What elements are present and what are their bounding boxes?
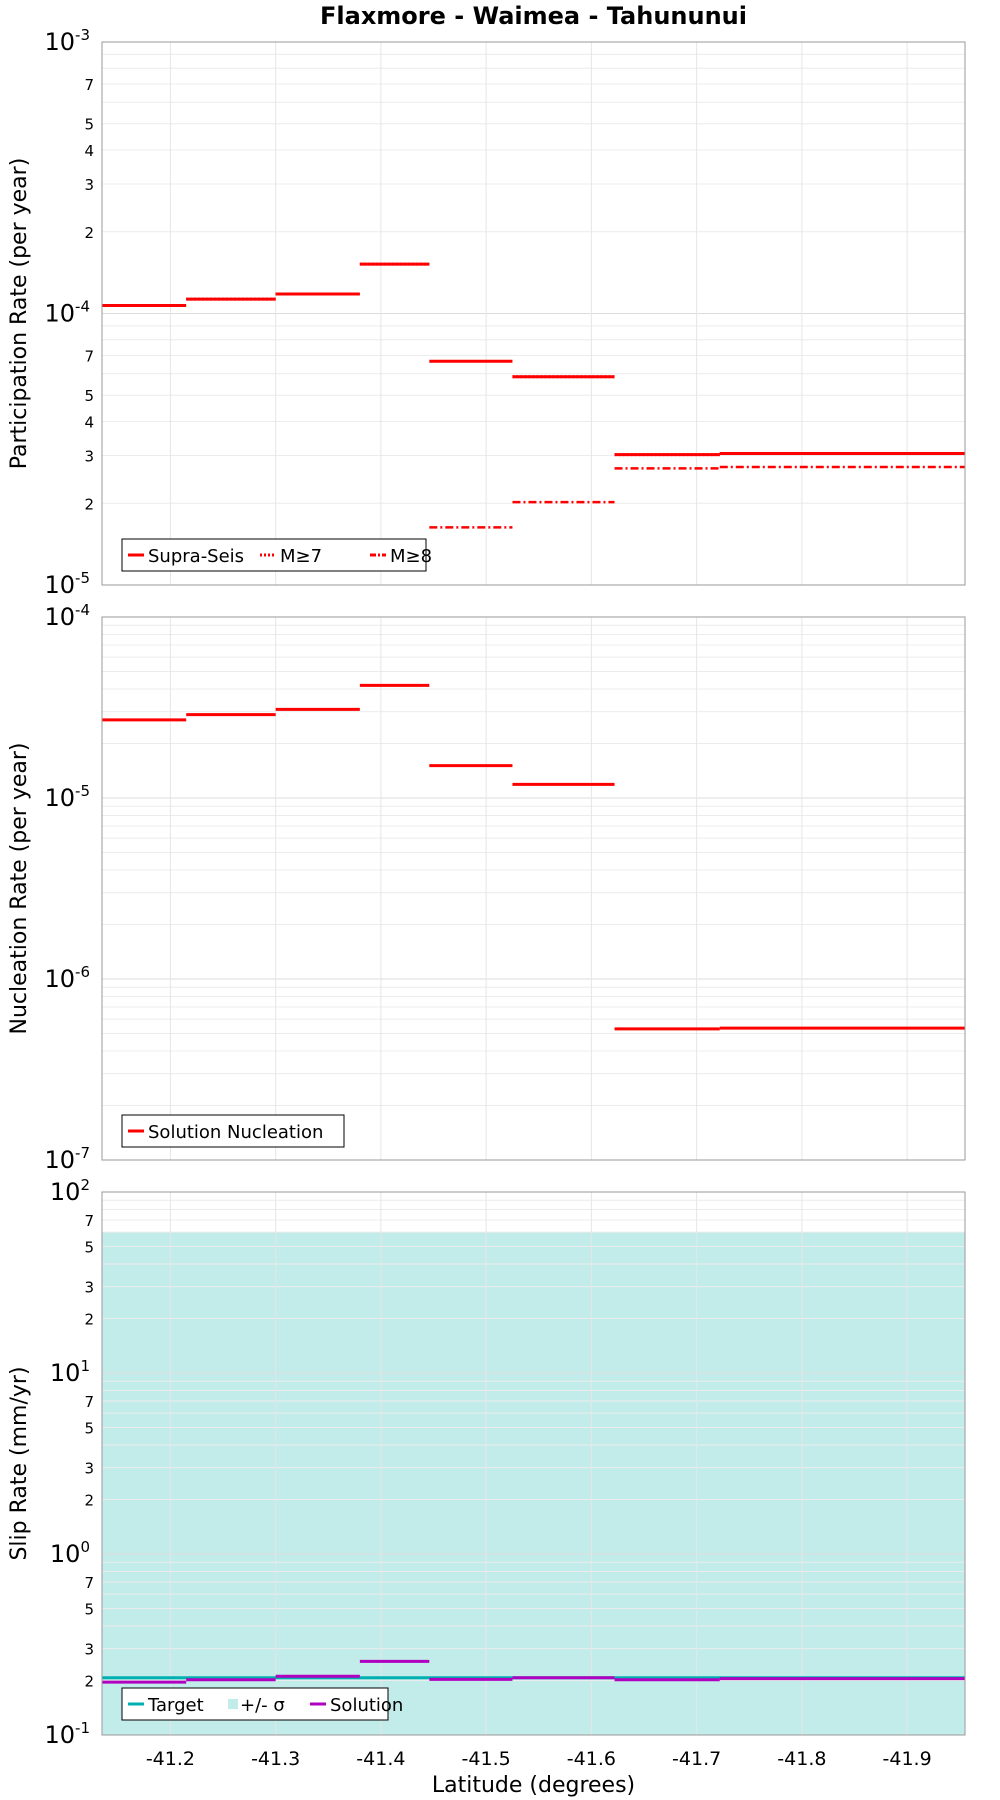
x-tick-label: -41.9 xyxy=(883,1748,932,1770)
y-minor-tick-label: 5 xyxy=(84,116,94,134)
legend-box xyxy=(121,1687,389,1721)
y-axis-label: Participation Rate (per year) xyxy=(7,158,32,470)
plot-frame xyxy=(101,41,966,586)
legend: Target +/- σ Solution xyxy=(121,1687,403,1721)
y-tick-base: 10 xyxy=(50,1178,81,1206)
sigma-band xyxy=(102,1232,965,1735)
y-tick-label: 10-5 xyxy=(44,569,90,599)
plot-area xyxy=(102,617,965,1160)
y-minor-tick-label: 7 xyxy=(84,1393,94,1411)
legend-label: M≥8 xyxy=(390,546,432,567)
legend-label: Supra-Seis xyxy=(148,546,244,567)
y-tick-base: 10 xyxy=(44,965,75,993)
y-tick-label: 100 xyxy=(50,1538,90,1568)
y-tick-exponent: -4 xyxy=(75,601,90,619)
y-minor-tick-label: 3 xyxy=(84,1460,94,1478)
y-minor-tick-label: 5 xyxy=(84,1419,94,1437)
y-tick-exponent: -3 xyxy=(75,26,90,44)
legend-label: M≥7 xyxy=(280,546,322,567)
x-tick-label: -41.8 xyxy=(777,1748,826,1770)
y-minor-tick-label: 2 xyxy=(84,495,94,513)
y-tick-base: 10 xyxy=(44,603,75,631)
plot-frame xyxy=(101,616,966,1161)
y-tick-base: 10 xyxy=(44,1146,75,1174)
y-tick-label: 101 xyxy=(50,1357,90,1387)
y-minor-tick-label: 2 xyxy=(84,1673,94,1691)
y-tick-base: 10 xyxy=(44,28,75,56)
y-tick-base: 10 xyxy=(44,571,75,599)
y-minor-tick-label: 5 xyxy=(84,1238,94,1256)
y-axis-label: Slip Rate (mm/yr) xyxy=(7,1366,32,1560)
y-minor-tick-label: 4 xyxy=(84,414,94,432)
legend-label: Solution xyxy=(330,1695,403,1716)
y-minor-tick-label: 5 xyxy=(84,387,94,405)
y-tick-base: 10 xyxy=(50,1359,81,1387)
legend-swatch xyxy=(228,1699,238,1709)
y-minor-tick-label: 7 xyxy=(84,76,94,94)
y-tick-exponent: 2 xyxy=(80,1176,90,1194)
legend-label: +/- σ xyxy=(240,1695,285,1716)
y-minor-tick-label: 5 xyxy=(84,1600,94,1618)
y-tick-base: 10 xyxy=(50,1540,81,1568)
y-tick-label: 10-6 xyxy=(44,963,90,993)
y-minor-tick-label: 4 xyxy=(84,142,94,160)
y-tick-label: 10-3 xyxy=(44,26,90,56)
y-tick-label: 10-1 xyxy=(44,1719,90,1749)
x-tick-label: -41.5 xyxy=(462,1748,511,1770)
y-tick-label: 10-7 xyxy=(44,1144,90,1174)
legend-label: Solution Nucleation xyxy=(148,1122,323,1143)
y-tick-base: 10 xyxy=(44,300,75,328)
y-minor-tick-label: 2 xyxy=(84,1492,94,1510)
y-tick-exponent: -5 xyxy=(75,782,90,800)
y-minor-tick-label: 2 xyxy=(84,1311,94,1329)
legend: Solution Nucleation xyxy=(121,1114,345,1148)
x-tick-label: -41.3 xyxy=(251,1748,300,1770)
legend: Supra-Seis M≥7 M≥8 xyxy=(121,538,432,572)
y-minor-tick-label: 3 xyxy=(84,176,94,194)
legend-label: Target xyxy=(147,1695,204,1716)
y-tick-exponent: -7 xyxy=(75,1144,90,1162)
y-tick-label: 10-4 xyxy=(44,298,90,328)
chart-title: Flaxmore - Waimea - Tahununui xyxy=(320,2,747,30)
y-axis-label: Nucleation Rate (per year) xyxy=(7,743,32,1035)
y-minor-tick-label: 3 xyxy=(84,1641,94,1659)
y-minor-tick-label: 7 xyxy=(84,348,94,366)
x-tick-label: -41.2 xyxy=(146,1748,195,1770)
y-tick-exponent: -6 xyxy=(75,963,90,981)
y-tick-label: 102 xyxy=(50,1176,90,1206)
x-axis-label: Latitude (degrees) xyxy=(432,1773,635,1798)
legend-box xyxy=(121,1114,345,1148)
plot-frame xyxy=(101,1191,966,1736)
y-minor-tick-label: 3 xyxy=(84,447,94,465)
y-tick-exponent: -1 xyxy=(75,1719,90,1737)
y-tick-label: 10-5 xyxy=(44,782,90,812)
y-minor-tick-label: 3 xyxy=(84,1279,94,1297)
y-minor-tick-label: 7 xyxy=(84,1212,94,1230)
y-tick-base: 10 xyxy=(44,784,75,812)
y-tick-base: 10 xyxy=(44,1721,75,1749)
y-minor-tick-label: 7 xyxy=(84,1574,94,1592)
x-tick-label: -41.7 xyxy=(672,1748,721,1770)
y-tick-exponent: -5 xyxy=(75,569,90,587)
y-minor-tick-label: 2 xyxy=(84,224,94,242)
y-tick-exponent: -4 xyxy=(75,298,90,316)
y-tick-exponent: 0 xyxy=(80,1538,90,1556)
x-tick-label: -41.6 xyxy=(567,1748,616,1770)
y-tick-label: 10-4 xyxy=(44,601,90,631)
x-tick-label: -41.4 xyxy=(356,1748,405,1770)
y-tick-exponent: 1 xyxy=(80,1357,90,1375)
